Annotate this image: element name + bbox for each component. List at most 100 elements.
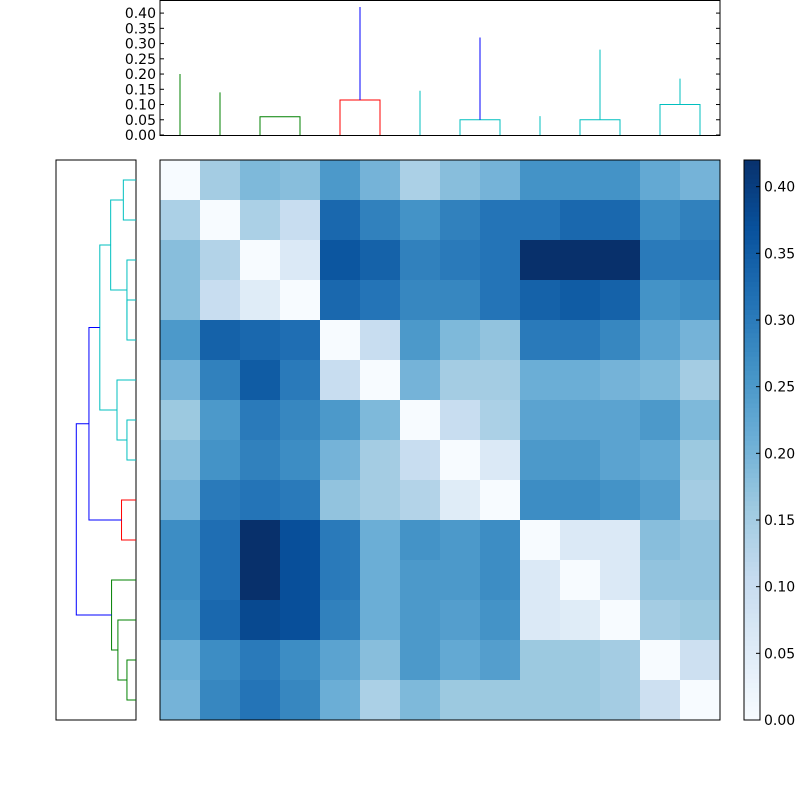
heatmap-cell bbox=[320, 240, 361, 281]
heatmap-cell bbox=[600, 160, 641, 201]
heatmap-cell bbox=[280, 400, 321, 441]
heatmap-cell bbox=[200, 520, 241, 561]
heatmap-cell bbox=[520, 160, 561, 201]
heatmap-cell bbox=[600, 240, 641, 281]
heatmap-cell bbox=[560, 680, 601, 721]
heatmap-cell bbox=[480, 240, 521, 281]
heatmap-cell bbox=[480, 560, 521, 601]
heatmap-cell bbox=[400, 560, 441, 601]
heatmap-cell bbox=[360, 640, 401, 681]
colorbar-segment bbox=[744, 328, 760, 334]
colorbar-segment bbox=[744, 505, 760, 511]
colorbar-segment bbox=[744, 360, 760, 366]
heatmap-cell bbox=[280, 680, 321, 721]
heatmap-cell bbox=[480, 200, 521, 241]
heatmap-cell bbox=[600, 560, 641, 601]
colorbar-segment bbox=[744, 654, 760, 660]
heatmap-cell bbox=[520, 560, 561, 601]
colorbar-segment bbox=[744, 244, 760, 250]
colorbar-segment bbox=[744, 556, 760, 562]
top-dendrogram-tick-label: 0.10 bbox=[125, 98, 156, 114]
heatmap-cell bbox=[480, 400, 521, 441]
heatmap-cell bbox=[520, 400, 561, 441]
heatmap-cell bbox=[360, 160, 401, 201]
colorbar-segment bbox=[744, 174, 760, 180]
heatmap-cell bbox=[600, 400, 641, 441]
colorbar-segment bbox=[744, 337, 760, 343]
heatmap-cell bbox=[240, 640, 281, 681]
colorbar-segment bbox=[744, 608, 760, 614]
heatmap-cell bbox=[200, 640, 241, 681]
heatmap-cell bbox=[640, 640, 681, 681]
colorbar-segment bbox=[744, 379, 760, 385]
heatmap-cell bbox=[440, 680, 481, 721]
colorbar-segment bbox=[744, 216, 760, 222]
heatmap-cell bbox=[640, 600, 681, 641]
dendrogram-link bbox=[126, 659, 136, 701]
colorbar-segment bbox=[744, 202, 760, 208]
heatmap-cell bbox=[680, 360, 721, 401]
heatmap-cell bbox=[480, 280, 521, 321]
colorbar-segment bbox=[744, 482, 760, 488]
colorbar-segment bbox=[744, 444, 760, 450]
heatmap-cell bbox=[320, 480, 361, 521]
heatmap-cell bbox=[640, 160, 681, 201]
heatmap-cell bbox=[360, 200, 401, 241]
colorbar-segment bbox=[744, 575, 760, 581]
heatmap-cell bbox=[680, 240, 721, 281]
heatmap-cell bbox=[320, 560, 361, 601]
heatmap-cell bbox=[560, 160, 601, 201]
colorbar-segment bbox=[744, 188, 760, 194]
colorbar-segment bbox=[744, 538, 760, 544]
colorbar-segment bbox=[744, 351, 760, 357]
heatmap-cell bbox=[520, 360, 561, 401]
heatmap-cell bbox=[200, 480, 241, 521]
heatmap-cell bbox=[640, 240, 681, 281]
colorbar-segment bbox=[744, 169, 760, 175]
colorbar-segment bbox=[744, 486, 760, 492]
dendrogram-link bbox=[75, 423, 112, 616]
heatmap-cell bbox=[360, 480, 401, 521]
colorbar-segment bbox=[744, 309, 760, 315]
heatmap-cell bbox=[360, 440, 401, 481]
colorbar-segment bbox=[744, 645, 760, 651]
heatmap-cell bbox=[440, 280, 481, 321]
dendrogram-link bbox=[99, 244, 117, 411]
colorbar-tick-label: 0.05 bbox=[764, 646, 795, 662]
heatmap-cell bbox=[400, 200, 441, 241]
heatmap-cell bbox=[600, 480, 641, 521]
colorbar-segment bbox=[744, 524, 760, 530]
colorbar-segment bbox=[744, 286, 760, 292]
heatmap-cell bbox=[200, 360, 241, 401]
colorbar-segment bbox=[744, 710, 760, 716]
dendrogram-link bbox=[110, 199, 127, 291]
heatmap-cell bbox=[400, 400, 441, 441]
heatmap-cell bbox=[240, 440, 281, 481]
colorbar-segment bbox=[744, 617, 760, 623]
heatmap-cell bbox=[200, 320, 241, 361]
dendrogram-link bbox=[111, 579, 136, 651]
colorbar-segment bbox=[744, 384, 760, 390]
heatmap-cell bbox=[320, 280, 361, 321]
heatmap-cell bbox=[400, 680, 441, 721]
heatmap-cell bbox=[680, 280, 721, 321]
colorbar-segment bbox=[744, 626, 760, 632]
heatmap-cell bbox=[240, 240, 281, 281]
heatmap-cell bbox=[520, 320, 561, 361]
heatmap-cell bbox=[600, 600, 641, 641]
heatmap-cell bbox=[560, 480, 601, 521]
colorbar-segment bbox=[744, 342, 760, 348]
heatmap-cell bbox=[400, 360, 441, 401]
colorbar-segment bbox=[744, 640, 760, 646]
heatmap-cell bbox=[400, 280, 441, 321]
colorbar-segment bbox=[744, 211, 760, 217]
colorbar-frame bbox=[743, 159, 761, 721]
heatmap-cell bbox=[160, 160, 201, 201]
heatmap-cell bbox=[160, 520, 201, 561]
colorbar-segment bbox=[744, 500, 760, 506]
heatmap-cell bbox=[160, 400, 201, 441]
dendrogram-link bbox=[122, 179, 136, 221]
colorbar-segment bbox=[744, 262, 760, 268]
top-dendrogram-tick-label: 0.25 bbox=[125, 52, 156, 68]
colorbar-segment bbox=[744, 696, 760, 702]
